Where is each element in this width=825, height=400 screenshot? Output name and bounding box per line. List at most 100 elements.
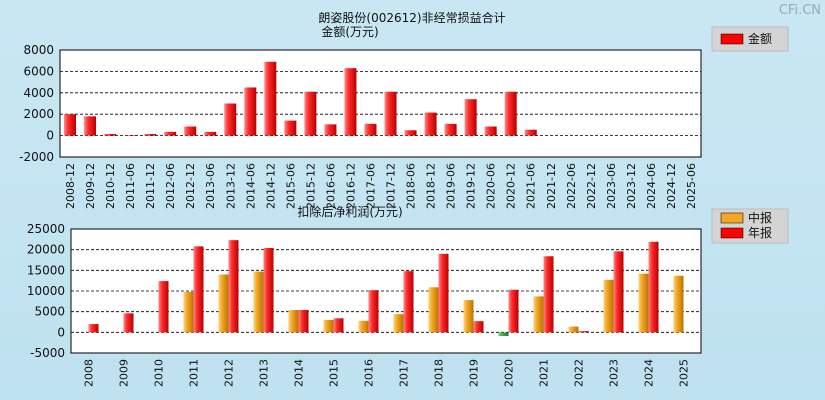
chart1-bar [264,61,277,136]
chart2-bar-annual [648,241,659,333]
chart1-bar [504,91,517,136]
chart2-bar-interim [533,296,544,333]
chart2-xtick-label: 2013 [258,359,271,387]
chart2-bar-annual [158,281,169,333]
legend-interim-label: 中报 [748,210,772,225]
chart1-bar [244,87,257,136]
chart1-xtick-label: 2012-06 [164,163,177,209]
chart1-legend: 金额 [711,26,789,52]
chart2-ytick-label: 0 [57,325,65,339]
chart1-ytick-label: 6000 [23,64,54,78]
chart2-bar-interim [393,314,404,333]
chart1-bar [524,129,537,136]
chart1-ytick-label: 8000 [23,43,54,57]
chart1-xtick-label: 2015-06 [284,163,297,209]
chart2-bar-interim [463,300,474,333]
chart2-xtick-label: 2011 [188,359,201,387]
chart1-xtick-label: 2021-12 [545,163,558,209]
chart1-xtick-label: 2011-12 [144,163,157,209]
chart1-xtick-label: 2022-06 [565,163,578,209]
chart2-bar-interim [183,291,194,333]
chart1-xtick-label: 2008-12 [64,163,77,209]
chart1-xtick-label: 2012-12 [184,163,197,209]
chart2-bar-interim [288,310,299,333]
chart1-xtick-label: 2023-12 [625,163,638,209]
chart2-bar-annual [438,253,449,333]
legend-interim-swatch [720,212,744,224]
chart1-xtick-label: 2021-06 [525,163,538,209]
chart2-xtick-label: 2010 [153,359,166,387]
chart1-ytick-label: 0 [46,129,54,143]
chart2-bar-interim [568,326,579,333]
chart2-bar-annual [368,290,379,333]
chart1-xtick-label: 2020-06 [485,163,498,209]
chart2-bar-interim [323,319,334,333]
chart1-bar [444,123,457,136]
chart1-xtick-label: 2014-12 [264,163,277,209]
chart2-xtick-label: 2014 [293,359,306,387]
chart2-ytick-label: 20000 [27,243,65,257]
chart1-bar [204,131,217,136]
chart2-xtick-label: 2019 [468,359,481,387]
chart2-bar-annual [403,271,414,333]
chart1-bar [184,126,197,136]
chart2-bar-annual [543,256,554,333]
chart2-bar-annual [298,310,309,333]
chart2-bar-annual [508,289,519,333]
chart1-xtick-label: 2020-12 [505,163,518,209]
chart1-subtitle: 金额(万元) [321,24,378,39]
chart1-xtick-label: 2017-12 [385,163,398,209]
chart1-bar [484,126,497,136]
chart2-bar-interim [253,271,264,333]
chart2-bar-annual [123,313,134,333]
chart1-bar [164,131,177,136]
chart1-xtick-label: 2025-06 [685,163,698,209]
chart1-bar [384,91,397,136]
chart1-ytick-label: 4000 [23,86,54,100]
legend-annual-swatch [720,227,744,239]
chart2-xtick-label: 2021 [538,359,551,387]
chart2-ytick-label: 25000 [27,222,65,236]
chart2-bar-annual [473,321,484,333]
chart2-bar-annual [578,331,589,333]
chart1-xtick-label: 2014-06 [244,163,257,209]
chart2-title: 扣除后净利润(万元) [297,204,402,219]
chart1-bar [124,135,137,136]
chart2-xtick-label: 2009 [118,359,131,387]
chart1-xtick-label: 2016-06 [324,163,337,209]
chart2-xtick-label: 2008 [83,359,96,387]
chart2-ytick-label: 10000 [27,284,65,298]
chart2-ytick-label: -5000 [30,346,65,360]
chart1-plot-area [59,49,702,158]
chart1-bar [144,133,157,136]
legend-annual-label: 年报 [748,225,772,240]
chart2-bar-annual [228,240,239,333]
chart1-bar [304,91,317,136]
chart2-legend: 中报 年报 [711,208,789,244]
chart2-xtick-label: 2012 [223,359,236,387]
chart1-xtick-label: 2018-12 [425,163,438,209]
chart1-xtick-label: 2016-12 [344,163,357,209]
chart2-bar-annual [333,318,344,333]
chart1-xtick-label: 2011-06 [124,163,137,209]
chart1-bar [84,116,97,136]
chart2-xtick-label: 2024 [643,359,656,387]
chart1-ytick-label: -2000 [19,150,54,164]
chart2-xtick-label: 2020 [503,359,516,387]
chart2-ytick-label: 5000 [34,305,65,319]
chart2-xtick-label: 2015 [328,359,341,387]
chart1-bar [344,68,357,136]
chart1-xtick-label: 2009-12 [84,163,97,209]
chart1-bar [104,133,117,136]
chart1-xtick-label: 2024-06 [645,163,658,209]
chart1-xtick-label: 2015-12 [304,163,317,209]
chart2-bar-interim [498,332,509,337]
chart1-title: 朗姿股份(002612)非经常损益合计 [318,10,505,25]
legend-amount-swatch [720,33,744,45]
chart2-bar-annual [88,324,99,333]
chart2-bar-interim [358,320,369,333]
chart2-bar-annual [263,248,274,333]
chart2-xtick-label: 2018 [433,359,446,387]
chart1-bar [324,124,337,136]
